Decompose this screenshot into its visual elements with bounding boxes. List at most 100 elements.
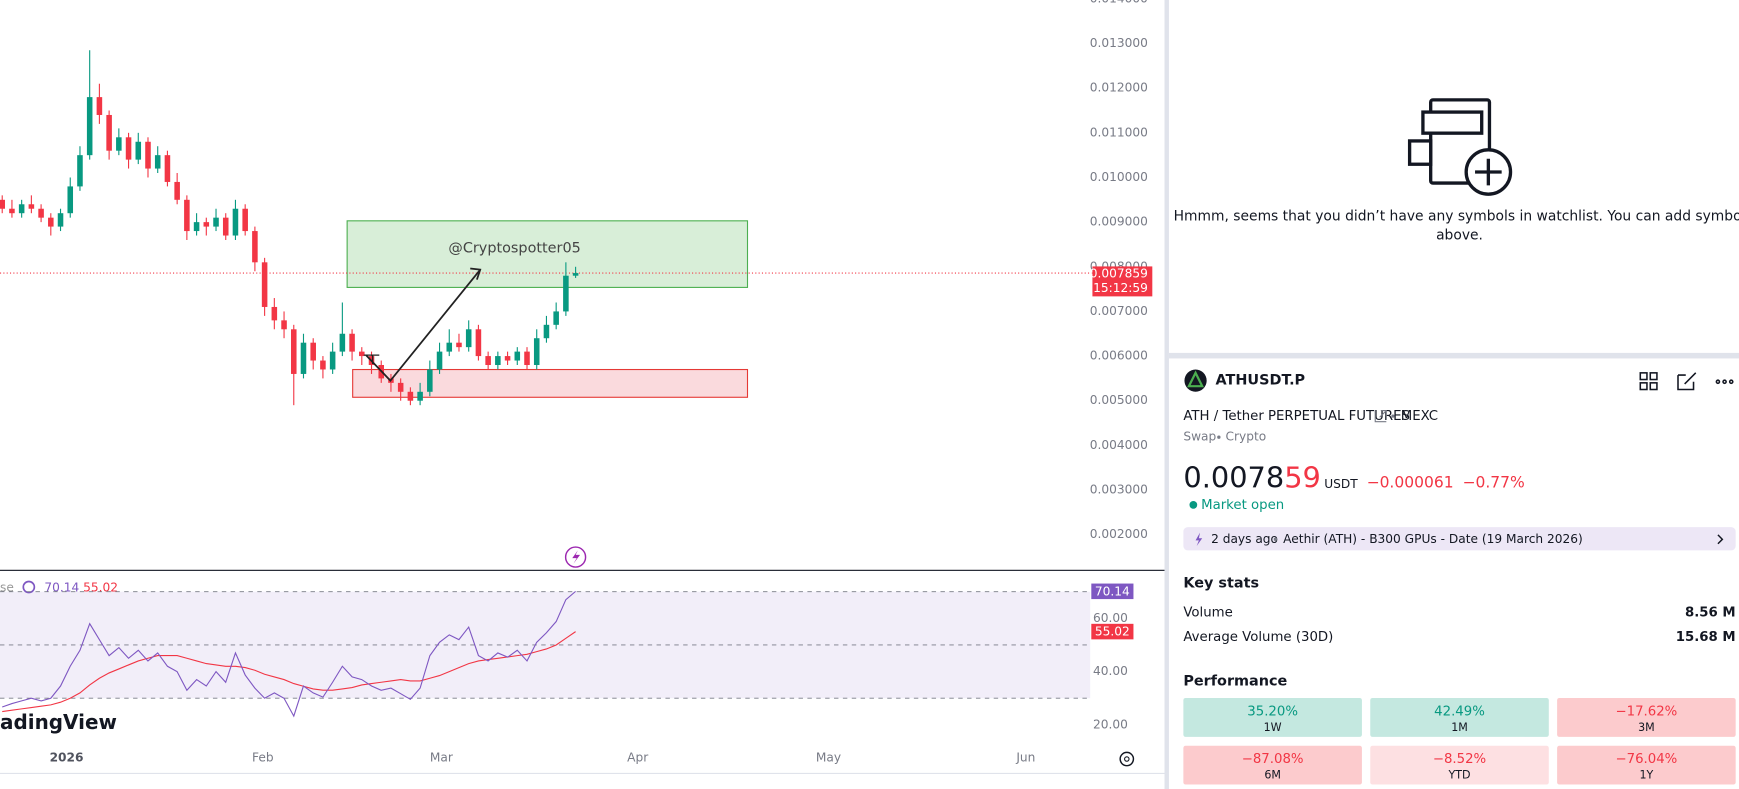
candle-body xyxy=(320,360,326,370)
price-tick-label: 0.014000 xyxy=(1090,0,1148,5)
candle-body xyxy=(427,369,433,392)
performance-value: −87.08% xyxy=(1242,752,1304,767)
candle-body xyxy=(213,217,219,227)
performance-period: 3M xyxy=(1638,721,1655,734)
rsi-value-box xyxy=(1091,623,1134,640)
rsi-line xyxy=(2,590,576,718)
candle-body xyxy=(184,199,190,232)
candle-body xyxy=(495,356,501,366)
candle-body xyxy=(0,199,5,209)
separator-dot xyxy=(1273,537,1278,541)
candle-body xyxy=(524,351,530,366)
candle-body xyxy=(174,181,180,200)
price-change: −0.000061 xyxy=(1367,473,1454,491)
price-tail: 59 xyxy=(1284,460,1321,494)
logo: adingView xyxy=(0,710,117,734)
candle-body xyxy=(271,306,278,321)
candle-body xyxy=(135,141,142,160)
candle-body xyxy=(232,208,239,236)
settings-icon[interactable] xyxy=(1119,751,1135,767)
news-bar[interactable] xyxy=(1183,527,1736,551)
stat-name: Volume xyxy=(1183,606,1232,621)
candle-body xyxy=(407,391,414,401)
symbol-ticker[interactable]: ATHUSDT.P xyxy=(1216,373,1306,389)
time-label: Mar xyxy=(430,750,454,764)
empty-watchlist-icon xyxy=(1407,98,1513,196)
candle-body xyxy=(504,356,511,361)
performance-value: −76.04% xyxy=(1615,752,1677,767)
rsi-legend-icon[interactable] xyxy=(22,580,36,594)
candle-body xyxy=(252,231,258,263)
symbol-tag: Swap xyxy=(1183,430,1216,444)
rsi-value-label: 55.02 xyxy=(1095,625,1130,639)
performance-value: 42.49% xyxy=(1434,704,1485,719)
marker xyxy=(363,354,380,364)
performance-tile xyxy=(1370,745,1549,785)
candle-body xyxy=(485,356,491,366)
time-label: Feb xyxy=(252,750,274,764)
candle-body xyxy=(203,222,210,227)
arrow-drawing[interactable] xyxy=(365,269,481,382)
rsi-tick-label: 40.00 xyxy=(1093,664,1128,678)
panel-icons[interactable] xyxy=(1639,372,1734,391)
news-icon xyxy=(1195,532,1203,546)
price-tick-label: 0.011000 xyxy=(1090,125,1148,139)
candle-body xyxy=(145,141,151,169)
performance-title: Performance xyxy=(1183,673,1287,689)
candle-body xyxy=(9,208,15,214)
news-headline: Aethir (ATH) - B300 GPUs - Date (19 Marc… xyxy=(1283,532,1583,546)
candle-body xyxy=(563,275,569,312)
rsi-legend-value: 70.14 xyxy=(44,581,79,595)
performance-value: 35.20% xyxy=(1247,704,1298,719)
event-icon[interactable] xyxy=(564,546,587,568)
separator-dot xyxy=(1391,414,1395,418)
candle-body xyxy=(446,342,453,352)
price-tick-label: 0.010000 xyxy=(1090,170,1148,184)
candle-body xyxy=(48,217,54,227)
candle-body xyxy=(310,342,316,361)
time-label: 2026 xyxy=(50,750,84,764)
price-tick-label: 0.006000 xyxy=(1090,349,1148,363)
performance-tile xyxy=(1557,698,1736,737)
price-change-pct: −0.77% xyxy=(1462,473,1524,491)
panel-divider xyxy=(1164,0,1169,789)
event-bolt xyxy=(572,550,581,564)
price-main: 0.0078 xyxy=(1183,460,1284,494)
last-price-box xyxy=(1092,266,1153,297)
last-price-label: 0.007859 xyxy=(1090,267,1148,281)
candle-body xyxy=(339,333,346,352)
target-zone[interactable] xyxy=(346,220,749,288)
time-label: May xyxy=(816,750,841,764)
stat-name: Average Volume (30D) xyxy=(1183,630,1333,645)
price-tick-label: 0.013000 xyxy=(1090,36,1148,50)
candle-body xyxy=(475,329,482,357)
price-tick-label: 0.012000 xyxy=(1090,81,1148,95)
candle-body xyxy=(164,155,171,182)
performance-tile xyxy=(1557,745,1736,785)
candle-body xyxy=(290,329,297,374)
status-dot xyxy=(1189,501,1198,509)
rsi-ma-line xyxy=(2,631,576,713)
watchlist-message: Hmmm, seems that you didn’t have any sym… xyxy=(1174,208,1739,224)
countdown: 15:12:59 xyxy=(1093,281,1148,295)
time-label: Apr xyxy=(627,750,649,764)
symbol-tag: Crypto xyxy=(1226,430,1267,444)
price-tick-label: 0.005000 xyxy=(1090,393,1148,407)
performance-period: 6M xyxy=(1264,769,1281,782)
performance-tile xyxy=(1370,698,1549,737)
candle-body xyxy=(359,351,365,357)
candle-body xyxy=(96,97,103,115)
rsi-tick-label: 20.00 xyxy=(1093,717,1128,731)
performance-period: 1M xyxy=(1451,721,1468,734)
external-link-icon[interactable] xyxy=(1374,410,1387,423)
candle-body xyxy=(553,311,559,325)
key-stats-title: Key stats xyxy=(1183,576,1259,592)
price-currency: USDT xyxy=(1324,476,1358,490)
candle-body xyxy=(261,262,268,307)
candle-body xyxy=(67,186,74,214)
news-chevron xyxy=(1717,534,1724,545)
rsi-tick-label: 60.00 xyxy=(1093,611,1128,625)
time-label: Jun xyxy=(1015,750,1035,764)
price-tick-label: 0.002000 xyxy=(1090,527,1148,541)
performance-period: 1Y xyxy=(1639,769,1653,782)
